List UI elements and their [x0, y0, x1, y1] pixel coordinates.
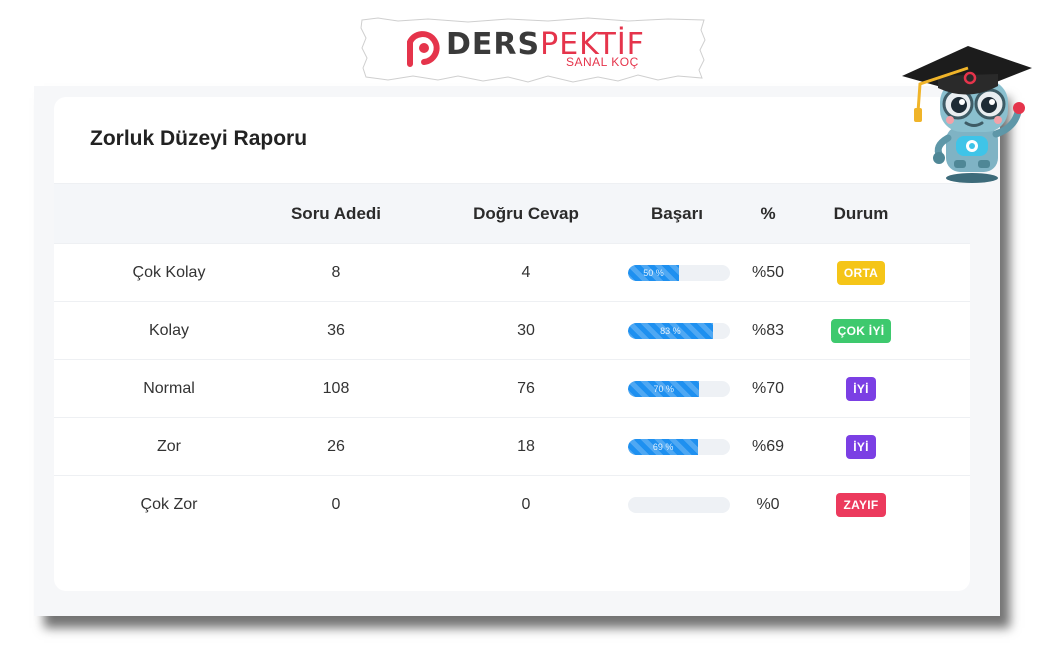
correct-count: 4: [521, 263, 531, 281]
brand-main: DERS: [446, 27, 541, 62]
success-percent: %83: [751, 321, 785, 339]
status-badge: ÇOK İYİ: [830, 318, 892, 343]
success-progress-bar: 83 %: [628, 322, 730, 339]
correct-count: 30: [517, 321, 535, 339]
success-percent: %69: [751, 437, 785, 455]
success-progress-fill: 70 %: [628, 380, 700, 397]
table-row: Normal 108 76 70 % %70 İYİ: [54, 360, 970, 418]
table-row: Zor 26 18 69 % %69 İYİ: [54, 418, 970, 476]
table-row: Çok Zor 0 0 %0 ZAYIF: [54, 476, 970, 534]
status-badge: İYİ: [846, 376, 876, 401]
brand-name: DERSPEKTİF: [446, 27, 645, 62]
table-row: Kolay 36 30 83 % %83 ÇOK İYİ: [54, 302, 970, 360]
difficulty-level: Normal: [143, 379, 195, 397]
difficulty-level: Kolay: [148, 321, 190, 339]
status-badge: ORTA: [836, 260, 886, 285]
status-badge: ZAYIF: [836, 493, 886, 517]
status-cell: İYİ: [816, 360, 906, 417]
success-progress-bar: 50 %: [628, 264, 730, 281]
success-percent: %50: [751, 263, 785, 281]
header-correct-answers: Doğru Cevap: [473, 203, 579, 223]
table-body: Çok Kolay 8 4 50 % %50 ORTA Kolay 36 30 …: [54, 244, 970, 534]
header-status: Durum: [833, 203, 889, 223]
question-count: 0: [331, 496, 341, 513]
derspektif-d-icon: [407, 31, 440, 67]
difficulty-level: Çok Kolay: [132, 263, 206, 281]
correct-count: 18: [517, 437, 535, 455]
correct-count: 76: [517, 379, 535, 397]
difficulty-level: Zor: [157, 437, 181, 455]
report-title: Zorluk Düzeyi Raporu: [90, 127, 308, 150]
status-cell: İYİ: [816, 418, 906, 475]
success-percent: %70: [751, 379, 785, 397]
success-progress-fill: 69 %: [628, 438, 699, 455]
torn-paper-background: [360, 17, 706, 83]
status-badge: İYİ: [846, 434, 876, 459]
correct-count: 0: [521, 496, 531, 513]
success-progress-bar: 70 %: [628, 380, 730, 397]
success-progress-fill: 50 %: [628, 264, 679, 281]
status-cell: ORTA: [816, 244, 906, 301]
robot-graduate-mascot-icon: [902, 46, 1032, 183]
report-card: Zorluk Düzeyi Raporu Soru Adedi Doğru Ce…: [54, 97, 970, 591]
success-percent: %0: [756, 496, 780, 513]
difficulty-level: Çok Zor: [140, 496, 198, 513]
header-name: [108, 184, 230, 243]
success-progress-fill: 83 %: [628, 322, 713, 339]
header-percent: %: [760, 203, 776, 223]
brand-accent: PEKTİF: [540, 27, 645, 62]
difficulty-table: Soru Adedi Doğru Cevap Başarı % Durum Ço…: [54, 183, 970, 534]
status-cell: ZAYIF: [816, 476, 906, 534]
table-header: Soru Adedi Doğru Cevap Başarı % Durum: [54, 183, 970, 244]
status-cell: ÇOK İYİ: [816, 302, 906, 359]
header-question-count: Soru Adedi: [290, 203, 382, 223]
derspektif-logo: DERSPEKTİF SANAL KOÇ: [358, 16, 708, 84]
question-count: 26: [327, 437, 345, 455]
question-count: 36: [327, 321, 345, 339]
table-row: Çok Kolay 8 4 50 % %50 ORTA: [54, 244, 970, 302]
success-progress-bar: 69 %: [628, 438, 730, 455]
question-count: 108: [322, 379, 350, 397]
question-count: 8: [331, 263, 341, 281]
brand-tagline: SANAL KOÇ: [566, 55, 639, 69]
success-progress-bar: [628, 497, 730, 513]
header-success: Başarı: [651, 203, 703, 223]
